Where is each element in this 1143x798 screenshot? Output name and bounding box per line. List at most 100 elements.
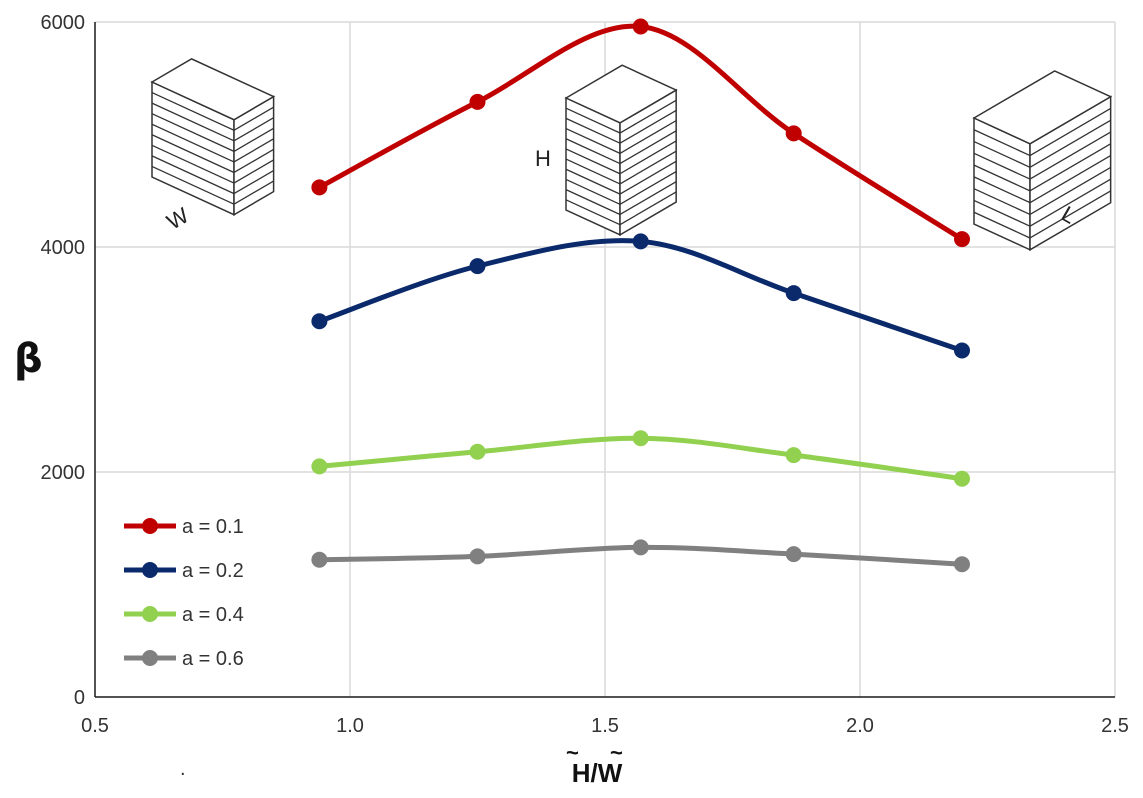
data-point — [785, 285, 802, 302]
stray-mark: . — [180, 758, 186, 780]
building-height-label: H — [535, 146, 551, 171]
floor-line — [973, 152, 1031, 180]
x-tick-label: 1.5 — [591, 715, 619, 737]
floor-line — [151, 155, 235, 195]
data-point — [785, 125, 802, 142]
building-wide-illustration — [150, 58, 276, 217]
floor-line — [1029, 119, 1111, 168]
building-tall-illustration — [564, 64, 678, 237]
data-point — [632, 18, 649, 35]
floor-line — [565, 158, 621, 185]
floor-line — [233, 127, 274, 152]
data-point — [954, 342, 970, 359]
legend: a = 0.1 a = 0.2 a = 0.4 a = 0.6 — [124, 516, 244, 670]
floor-line — [619, 120, 677, 154]
floor-line — [233, 138, 274, 163]
data-point — [632, 233, 649, 250]
data-point — [311, 179, 328, 196]
floor-line — [1029, 131, 1111, 180]
data-point — [311, 458, 328, 475]
floor-line — [565, 148, 621, 175]
floor-line — [973, 188, 1031, 216]
data-point — [632, 539, 649, 556]
floor-line — [151, 144, 235, 184]
floor-line — [151, 165, 235, 205]
x-axis-tilde-w: ~ — [610, 740, 623, 765]
y-tick-label: 0 — [74, 687, 85, 709]
legend-item: a = 0.1 — [124, 516, 244, 538]
series-group — [311, 18, 970, 573]
floor-line — [151, 134, 235, 174]
floor-line — [233, 159, 274, 184]
floor-line — [619, 160, 677, 195]
building-top-face — [564, 64, 678, 124]
legend-label: a = 0.1 — [182, 516, 244, 538]
floor-line — [973, 199, 1031, 227]
floor-line — [619, 109, 677, 144]
floor-line — [151, 102, 235, 142]
building-width-label: W — [162, 202, 193, 234]
building-top-face — [972, 70, 1113, 145]
floor-line — [565, 189, 621, 216]
data-point — [469, 548, 486, 565]
floor-line — [233, 180, 274, 205]
floor-line — [619, 99, 677, 134]
legend-item: a = 0.4 — [124, 604, 244, 626]
data-point — [311, 313, 328, 330]
series-1 — [311, 18, 970, 248]
floor-line — [1029, 178, 1111, 227]
data-point — [785, 546, 802, 563]
floor-line — [565, 107, 621, 134]
legend-swatch-marker — [142, 518, 158, 534]
floor-line — [973, 140, 1031, 168]
legend-swatch-marker — [142, 650, 158, 666]
building-top-face — [150, 58, 276, 121]
floor-line — [1029, 143, 1111, 192]
legend-label: a = 0.4 — [182, 604, 244, 626]
data-point — [954, 231, 970, 248]
floor-line — [619, 130, 677, 165]
floor-line — [619, 170, 677, 205]
floor-line — [151, 113, 235, 152]
x-axis-label-group: ~ ~ H/W — [566, 740, 623, 788]
floor-line — [619, 150, 677, 185]
floor-line — [1029, 190, 1111, 239]
floor-line — [565, 178, 621, 205]
floor-line — [233, 106, 274, 131]
data-point — [311, 551, 328, 568]
data-point — [469, 93, 486, 110]
series-2 — [311, 233, 970, 359]
x-tick-label: 2.0 — [846, 715, 874, 737]
x-tick-label: 0.5 — [81, 715, 109, 737]
floor-line — [973, 176, 1031, 204]
floor-line — [565, 127, 621, 154]
floor-line — [619, 140, 677, 175]
floor-line — [565, 199, 621, 226]
y-axis-label: β — [14, 336, 43, 382]
grid — [95, 21, 1116, 697]
legend-item: a = 0.2 — [124, 560, 244, 582]
floor-line — [1029, 107, 1111, 157]
legend-label: a = 0.6 — [182, 648, 244, 670]
y-tick-label: 4000 — [41, 237, 86, 259]
floor-line — [233, 117, 274, 142]
floor-line — [565, 138, 621, 165]
data-point — [632, 430, 649, 447]
data-point — [954, 556, 970, 573]
floor-line — [973, 164, 1031, 192]
floor-line — [619, 181, 677, 216]
floor-line — [151, 91, 235, 131]
x-axis-label: H/W — [572, 758, 623, 788]
data-point — [469, 258, 486, 275]
legend-item: a = 0.6 — [124, 648, 244, 670]
floor-line — [233, 169, 274, 195]
legend-swatch-marker — [142, 606, 158, 622]
legend-swatch-marker — [142, 562, 158, 578]
y-tick-label: 2000 — [41, 462, 86, 484]
floor-line — [565, 168, 621, 195]
series-4 — [311, 539, 970, 573]
x-axis-tilde-h: ~ — [566, 740, 579, 765]
floor-line — [619, 191, 677, 226]
x-tick-label: 1.0 — [336, 715, 364, 737]
